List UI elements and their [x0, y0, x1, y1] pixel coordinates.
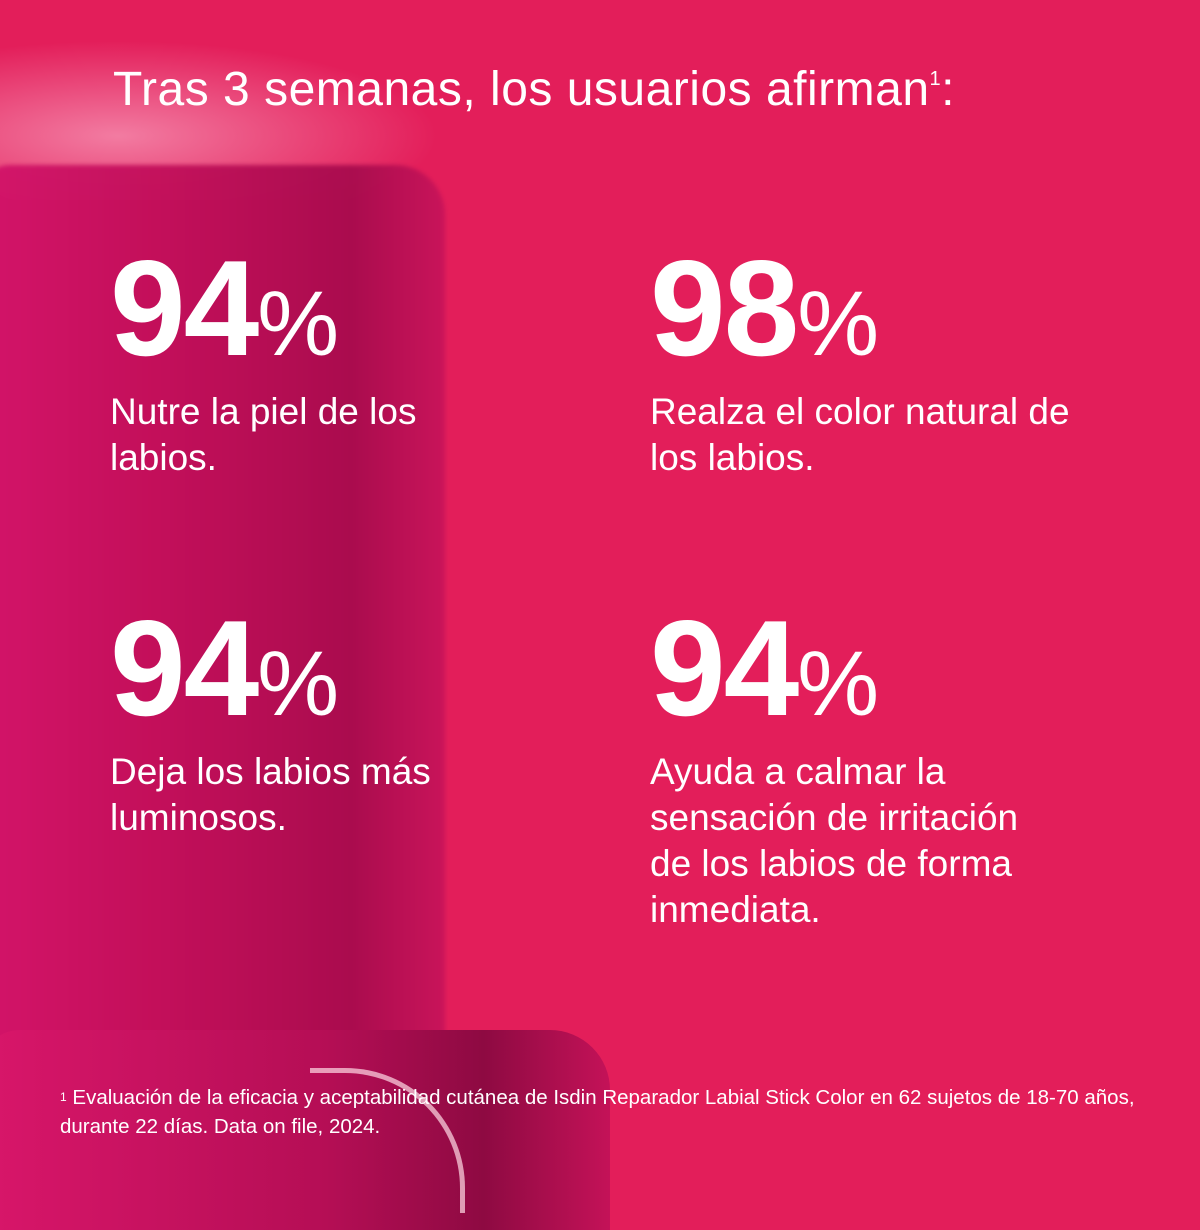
stat-value: 98 — [650, 232, 799, 384]
stat-description: Nutre la piel de los labios. — [110, 391, 417, 478]
footnote-marker: 1 — [60, 1090, 67, 1104]
product-base-image — [0, 1030, 610, 1230]
stat-unit: % — [257, 273, 340, 375]
stat-block: 94% Nutre la piel de los labios. — [110, 240, 570, 481]
footnote-marker: 1 — [929, 68, 942, 90]
stat-unit: % — [797, 633, 880, 735]
stat-description: Deja los labios más luminosos. — [110, 751, 431, 838]
footnote: 1 Evaluación de la eficacia y aceptabili… — [60, 1083, 1160, 1141]
stat-unit: % — [797, 273, 880, 375]
stat-description: Ayuda a calmar la sensación de irritació… — [650, 751, 1019, 930]
stat-value: 94 — [650, 592, 799, 744]
stat-block: 94% Ayuda a calmar la sensación de irrit… — [650, 600, 1110, 933]
headline-suffix: : — [941, 63, 956, 116]
stat-block: 98% Realza el color natural de los labio… — [650, 240, 1110, 481]
stat-block: 94% Deja los labios más luminosos. — [110, 600, 570, 841]
stat-value: 94 — [110, 232, 259, 384]
footnote-text: Evaluación de la eficacia y aceptabilida… — [60, 1086, 1135, 1138]
stat-unit: % — [257, 633, 340, 735]
headline-text: Tras 3 semanas, los usuarios afirman — [113, 63, 930, 116]
stat-value: 94 — [110, 592, 259, 744]
headline: Tras 3 semanas, los usuarios afirman1: — [113, 62, 955, 117]
lipstick-product-image — [0, 165, 445, 1045]
stat-description: Realza el color natural de los labios. — [650, 391, 1070, 478]
